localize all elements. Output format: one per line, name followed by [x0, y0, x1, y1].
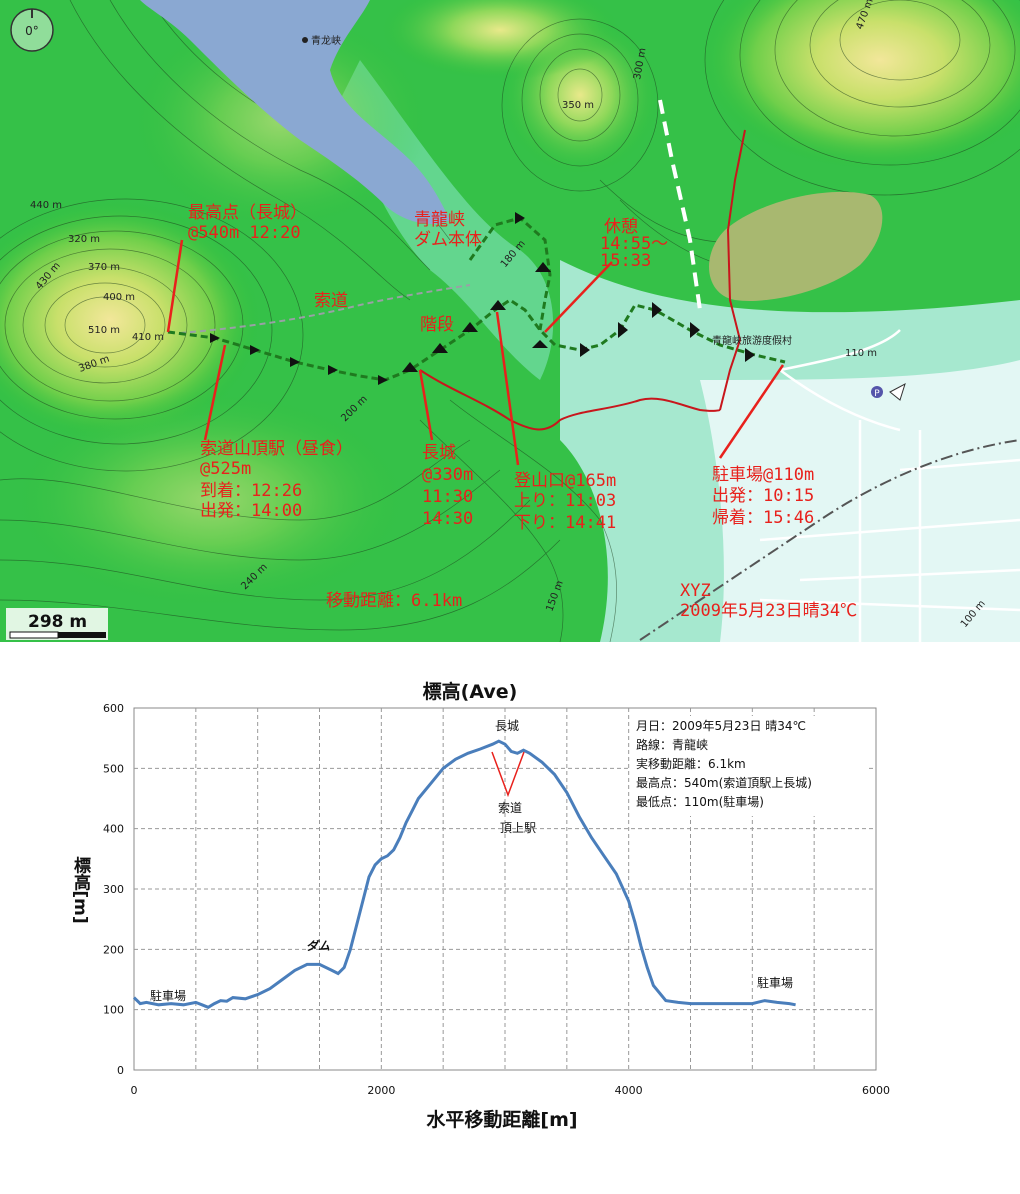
- annotation-parking-right: 駐車場: [757, 975, 793, 990]
- x-tick-label: 4000: [615, 1084, 643, 1097]
- annotation-author: XYZ: [680, 581, 711, 601]
- annotation-rest: 休憩 14:55～ 15:33: [600, 217, 678, 271]
- chart-title: 標高(Ave): [423, 680, 518, 703]
- parking-icon[interactable]: [871, 386, 883, 398]
- place-dot: [302, 37, 308, 43]
- annotation-ropeway: 索道: [314, 291, 348, 311]
- annotation-great-wall: 長城 @330m 11:30 14:30: [422, 443, 483, 529]
- annotation-ropeway: 索道: [498, 801, 522, 815]
- ropeway-line: [179, 284, 471, 334]
- info-distance: 実移動距離：6.1km: [636, 756, 746, 771]
- hill-northeast: [700, 0, 1020, 170]
- y-tick-label: 300: [103, 883, 124, 896]
- y-tick-label: 600: [103, 702, 124, 715]
- parking-icon-label: P: [874, 389, 880, 399]
- lake: [708, 191, 883, 301]
- y-tick-label: 200: [103, 943, 124, 956]
- info-highest: 最高点：540m(索道頂駅上長城): [636, 775, 812, 790]
- x-tick-label: 0: [131, 1084, 138, 1097]
- x-tick-label: 6000: [862, 1084, 890, 1097]
- route-markers: [210, 212, 755, 385]
- railway: [639, 439, 1020, 641]
- series-line-elevation: [132, 739, 796, 1009]
- y-tick-label: 400: [103, 823, 124, 836]
- hiking-route: [167, 298, 786, 382]
- info-box: 月日：2009年5月23日 晴34℃ 路線：青龍峡 実移動距離：6.1km 最高…: [630, 716, 866, 816]
- y-tick-label: 500: [103, 762, 124, 775]
- x-tick-label: 2000: [367, 1084, 395, 1097]
- compass-label: 0°: [25, 24, 39, 38]
- info-route: 路線：青龍峡: [636, 737, 708, 752]
- scale-label: 298 m: [28, 612, 87, 632]
- hill-west: [0, 200, 260, 440]
- annotation-dam: 青龍峡 ダム本体: [414, 210, 482, 250]
- annotation-top-station: 索道山頂駅（昼食） @525m 到着：12:26 出発：14:00: [200, 439, 363, 521]
- grid-lines: [134, 708, 876, 1070]
- reservoir: [140, 0, 450, 225]
- annotation-parking-left: 駐車場: [150, 988, 186, 1003]
- y-tick-label: 100: [103, 1004, 124, 1017]
- roads: [759, 329, 1020, 642]
- contour-label-110: 110 m: [845, 348, 877, 359]
- annotation-trailhead: 登山口@165m 上り：11:03 下り：14:41: [514, 471, 626, 533]
- annotation-distance: 移動距離：6.1km: [326, 591, 462, 611]
- annotation-great-wall: 長城: [495, 719, 519, 733]
- contour-label-440: 440 m: [30, 200, 62, 211]
- y-axis-label: 標高[m]: [70, 855, 91, 923]
- trail-white: [658, 99, 702, 311]
- annotation-leaders: [166, 239, 785, 466]
- contour-label-410: 410 m: [132, 332, 164, 343]
- annotation-parking: 駐車場@110m 出発：10:15 帰着：15:46: [712, 465, 824, 528]
- contour-label-350: 350 m: [562, 100, 594, 111]
- hill-south: [10, 390, 410, 610]
- annotation-top-station: 頂上駅: [500, 821, 536, 835]
- place-seiryukyo: 青龙峡: [311, 34, 341, 47]
- contour-label-370: 370 m: [88, 262, 120, 273]
- annotation-date-weather: 2009年5月23日晴34℃: [680, 601, 857, 621]
- contour-label-300: 300 m: [632, 47, 648, 80]
- boundary-lines: [419, 129, 746, 431]
- contour-label-320: 320 m: [68, 234, 100, 245]
- annotation-stairs: 階段: [420, 315, 454, 335]
- x-axis-label: 水平移動距離[m]: [426, 1108, 577, 1131]
- place-resort: 青龍峡旅游度假村: [712, 334, 792, 347]
- dam-route: [468, 216, 552, 331]
- y-tick-label: 0: [117, 1064, 124, 1077]
- annotation-summit: 最高点（長城） @540m 12:20: [188, 203, 317, 243]
- scale-bar: 298 m: [6, 608, 108, 640]
- info-lowest: 最低点：110m(駐車場): [636, 794, 764, 809]
- topographic-map[interactable]: 青龙峡 青龍峡旅游度假村 P 440 m 320 m 370 m 400 m 5…: [0, 0, 1020, 642]
- annotation-dam: ダム: [306, 939, 330, 953]
- compass-icon[interactable]: 0°: [10, 8, 54, 52]
- info-date: 月日：2009年5月23日 晴34℃: [636, 719, 806, 733]
- x-axis-label-text: 水平移動距離[m]: [426, 1108, 577, 1131]
- contour-lines: [0, 0, 1020, 642]
- contour-label-400: 400 m: [103, 292, 135, 303]
- annotation-pointer: [491, 751, 525, 798]
- arrow-icon: [889, 382, 906, 401]
- contour-label-510: 510 m: [88, 325, 120, 336]
- hill-north: [380, 0, 620, 80]
